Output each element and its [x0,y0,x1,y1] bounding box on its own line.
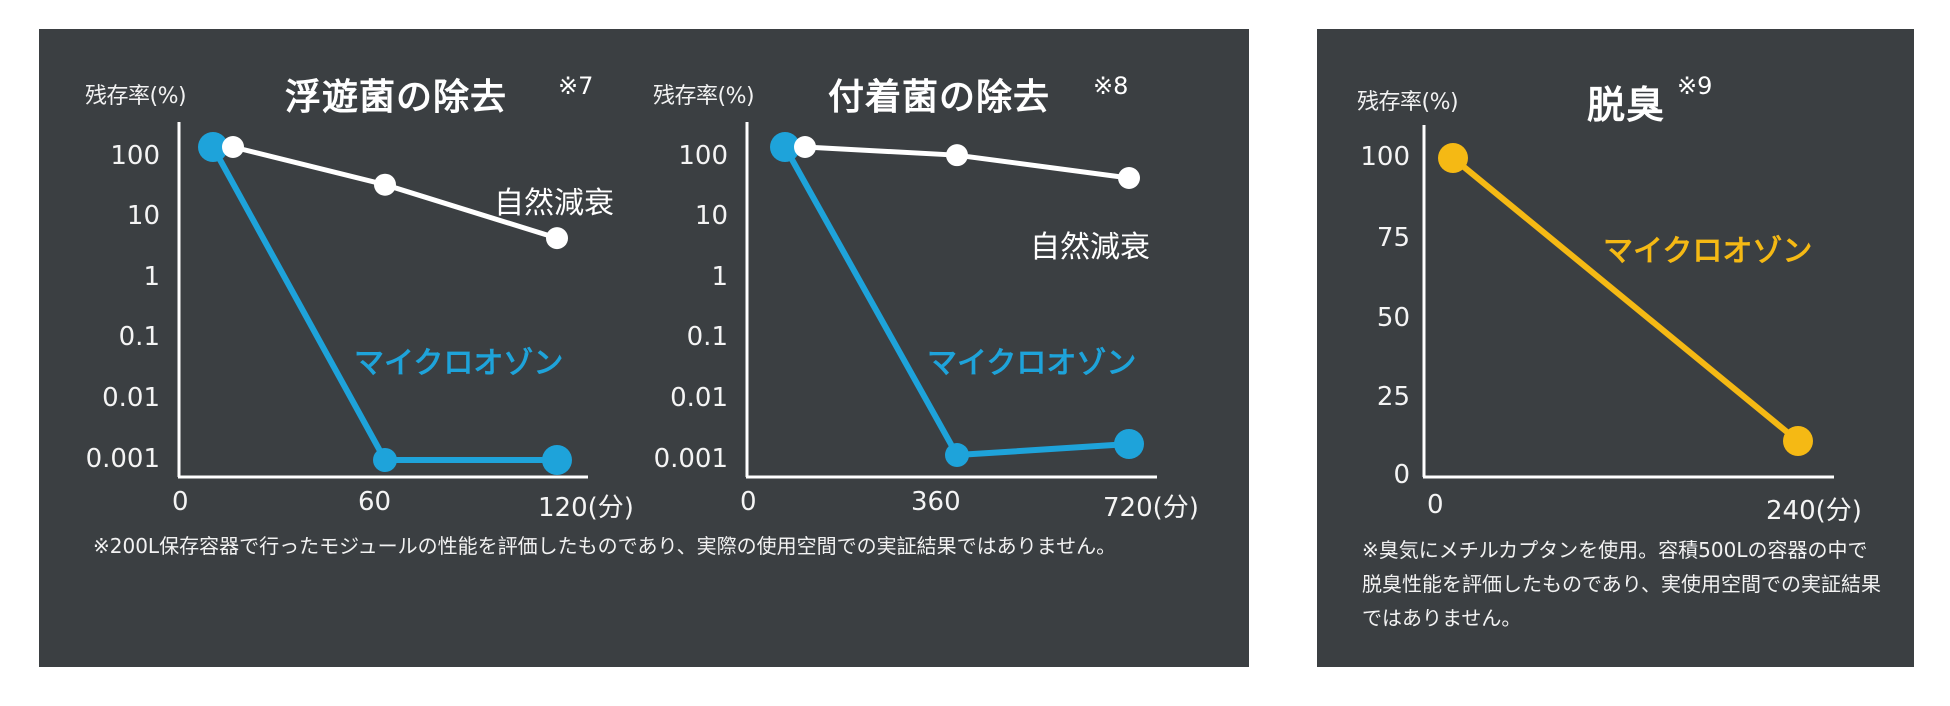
chart1-micro-ozone-label: マイクロオゾン [354,346,564,381]
chart2-xtick: 360 [911,487,961,517]
micro-ozone-point [945,443,969,468]
natural-decay-point [946,144,968,167]
chart2-xtick: 0 [740,487,757,517]
chart3-title: 脱臭 [1587,83,1666,127]
natural-decay-point [1118,166,1140,189]
chart1-xtick: 60 [358,487,392,517]
chart2-ytick: 0.01 [670,383,728,413]
chart2-xtick: 720(分) [1103,493,1199,523]
chart1-plot [177,122,588,479]
chart1-2-footnote: ※200L保存容器で行ったモジュールの性能を評価したものであり、実際の使用空間で… [93,534,1117,558]
chart3-note: ※9 [1677,72,1713,100]
micro-ozone-point [1783,426,1813,457]
chart2-ytick: 100 [678,141,728,171]
chart2-ytick: 1 [711,262,728,292]
chart3-ytick: 25 [1376,382,1410,412]
micro-ozone-line [782,145,1130,459]
chart1-ytick: 10 [126,201,160,231]
chart2-micro-ozone-label: マイクロオゾン [927,346,1137,381]
chart3-y-axis-label: 残存率(%) [1357,90,1459,115]
chart2-ytick: 0.001 [653,444,728,474]
natural-decay-point [794,136,816,158]
chart2-natural-decay-label: 自然減衰 [1030,230,1150,265]
chart3-ytick: 50 [1376,303,1410,333]
deodorization-chart-panel [1317,29,1914,667]
chart1-xtick: 120(分) [538,493,634,523]
natural-decay-point [546,227,568,250]
chart3-ytick: 75 [1376,223,1410,253]
chart3-ytick: 0 [1393,460,1410,490]
micro-ozone-point [1438,143,1468,173]
natural-decay-point [374,173,396,196]
chart1-ytick: 0.001 [85,444,160,474]
bacteria-charts-panel [39,29,1249,667]
chart3-ytick: 100 [1360,142,1410,172]
chart3-footnote: ※臭気にメチルカプタンを使用。容積500Lの容器の中で脱臭性能を評価したものであ… [1362,538,1881,630]
micro-ozone-point [198,132,228,162]
micro-ozone-line [1451,155,1800,444]
chart2-title: 付着菌の除去 [828,77,1051,118]
chart1-ytick: 1 [143,262,160,292]
chart2-y-axis-label: 残存率(%) [653,84,755,109]
chart1-ytick: 0.1 [118,322,160,352]
chart3-xtick: 0 [1427,490,1444,520]
chart1-ytick: 0.01 [102,383,160,413]
chart2-ytick: 10 [694,201,728,231]
micro-ozone-point [1114,429,1144,460]
chart1-natural-decay-label: 自然減衰 [494,186,614,221]
chart1-title: 浮遊菌の除去 [285,77,508,118]
chart1-y-axis-label: 残存率(%) [85,84,187,109]
chart3-micro-ozone-label: マイクロオゾン [1603,234,1813,269]
chart2-plot [745,122,1157,479]
micro-ozone-point [373,448,397,472]
chart2-note: ※8 [1093,72,1129,100]
chart3-xtick: 240(分) [1766,496,1862,526]
micro-ozone-point [542,445,572,475]
micro-ozone-point [770,132,800,162]
chart2-ytick: 0.1 [686,322,728,352]
chart1-ytick: 100 [110,141,160,171]
natural-decay-point [222,136,244,158]
natural-decay-line [232,144,558,241]
chart3-plot [1422,125,1834,479]
chart1-xtick: 0 [172,487,189,517]
chart1-note: ※7 [558,72,594,100]
